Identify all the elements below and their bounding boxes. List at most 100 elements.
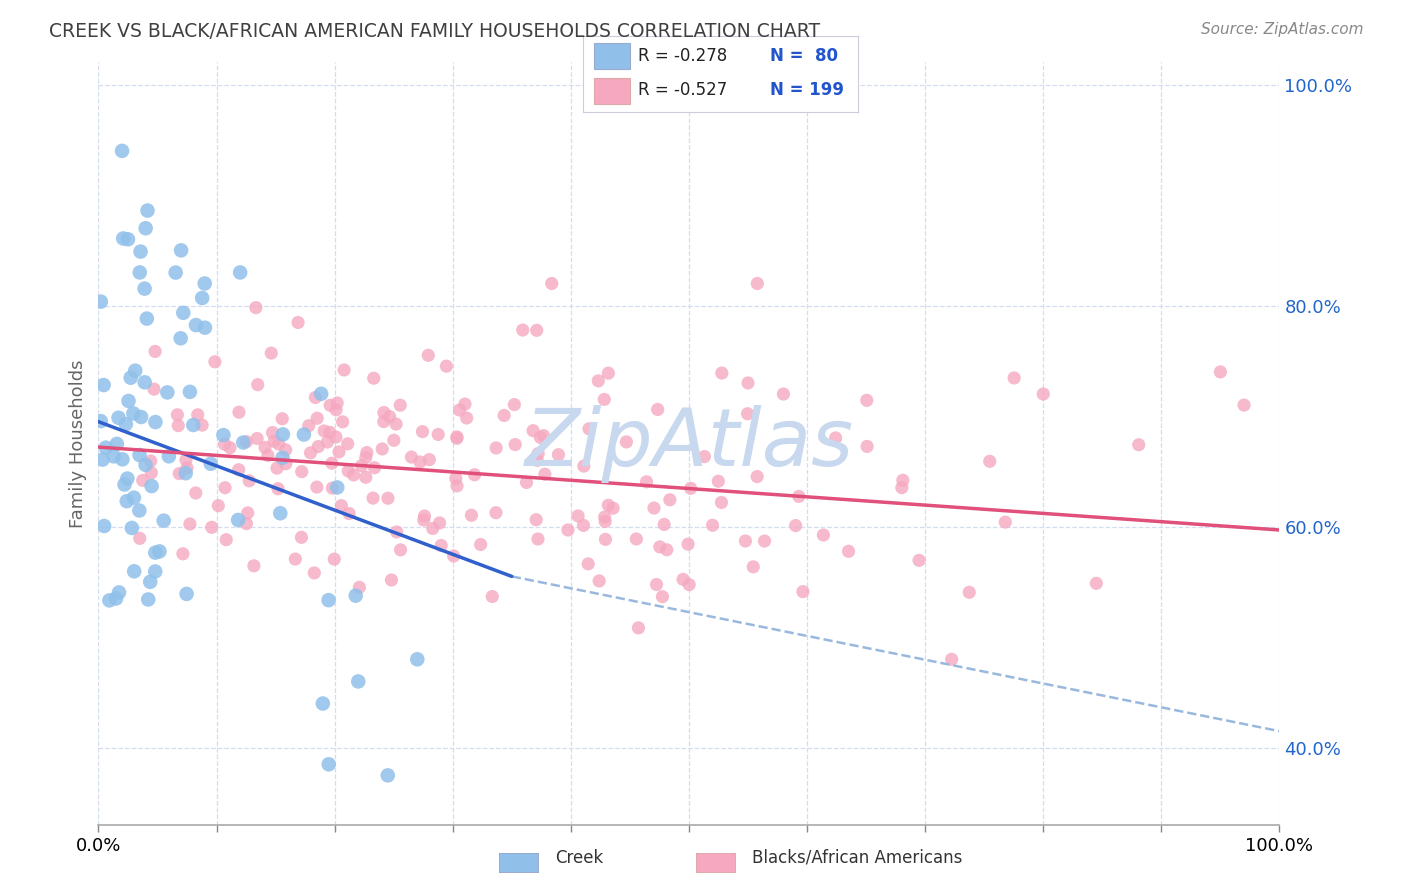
Point	[524, 513, 547, 527]
Point	[363, 371, 385, 385]
Point	[169, 331, 191, 345]
Point	[754, 534, 776, 549]
Point	[693, 450, 716, 464]
Point	[229, 265, 252, 279]
Point	[181, 417, 204, 432]
Point	[172, 306, 194, 320]
Point	[422, 521, 444, 535]
Point	[389, 398, 412, 412]
Point	[526, 453, 548, 467]
Point	[941, 652, 963, 666]
Point	[890, 481, 912, 495]
Point	[191, 291, 214, 305]
Point	[321, 456, 343, 470]
Point	[515, 475, 537, 490]
Point	[436, 359, 458, 373]
Point	[176, 461, 198, 475]
Point	[648, 540, 671, 554]
Point	[98, 593, 121, 607]
Point	[201, 520, 224, 534]
Point	[93, 378, 115, 392]
Point	[143, 546, 166, 560]
Point	[215, 533, 238, 547]
Point	[107, 410, 129, 425]
Point	[527, 447, 550, 461]
Point	[337, 507, 360, 521]
Point	[321, 481, 343, 495]
Point	[526, 323, 548, 337]
Point	[443, 549, 465, 563]
Point	[271, 450, 294, 465]
Point	[481, 590, 503, 604]
Point	[647, 402, 669, 417]
Point	[256, 449, 278, 463]
Point	[90, 294, 112, 309]
Point	[356, 445, 378, 459]
Point	[626, 532, 648, 546]
Point	[702, 518, 724, 533]
Point	[336, 437, 359, 451]
Point	[534, 467, 557, 482]
Point	[120, 370, 142, 384]
Point	[191, 418, 214, 433]
Point	[772, 387, 794, 401]
Point	[307, 440, 329, 454]
Point	[228, 405, 250, 419]
Point	[446, 479, 468, 493]
Point	[184, 318, 207, 332]
Point	[228, 463, 250, 477]
Point	[307, 411, 329, 425]
Point	[330, 499, 353, 513]
Point	[165, 266, 187, 280]
Point	[232, 435, 254, 450]
Point	[128, 503, 150, 517]
Point	[855, 393, 877, 408]
Point	[527, 532, 550, 546]
Point	[572, 518, 595, 533]
Point	[93, 519, 115, 533]
Point	[143, 344, 166, 359]
Point	[187, 408, 209, 422]
Point	[1209, 365, 1232, 379]
Point	[342, 467, 364, 482]
Point	[194, 320, 217, 334]
Point	[349, 580, 371, 594]
Point	[503, 437, 526, 451]
Point	[413, 508, 436, 523]
Point	[128, 265, 150, 279]
Point	[284, 552, 307, 566]
Point	[174, 453, 197, 467]
Point	[292, 427, 315, 442]
Point	[1002, 371, 1025, 385]
Point	[166, 408, 188, 422]
Point	[179, 384, 201, 399]
Text: CREEK VS BLACK/AFRICAN AMERICAN FAMILY HOUSEHOLDS CORRELATION CHART: CREEK VS BLACK/AFRICAN AMERICAN FAMILY H…	[49, 22, 820, 41]
Point	[456, 411, 478, 425]
Point	[170, 244, 193, 258]
Point	[470, 537, 492, 551]
Point	[503, 398, 526, 412]
Bar	[595, 44, 630, 69]
Point	[512, 323, 534, 337]
Point	[737, 376, 759, 390]
Point	[411, 425, 433, 439]
Point	[616, 434, 638, 449]
Point	[678, 577, 700, 591]
Point	[128, 448, 150, 462]
Point	[652, 517, 675, 532]
Point	[350, 458, 373, 473]
Point	[389, 542, 412, 557]
Point	[266, 461, 288, 475]
Point	[115, 417, 138, 431]
Point	[707, 474, 730, 488]
Point	[214, 481, 236, 495]
Point	[291, 465, 314, 479]
Point	[132, 474, 155, 488]
Point	[957, 585, 980, 599]
Point	[157, 450, 180, 464]
Point	[128, 532, 150, 546]
Point	[446, 431, 468, 445]
Point	[429, 516, 451, 530]
Point	[319, 425, 342, 440]
Point	[333, 363, 356, 377]
